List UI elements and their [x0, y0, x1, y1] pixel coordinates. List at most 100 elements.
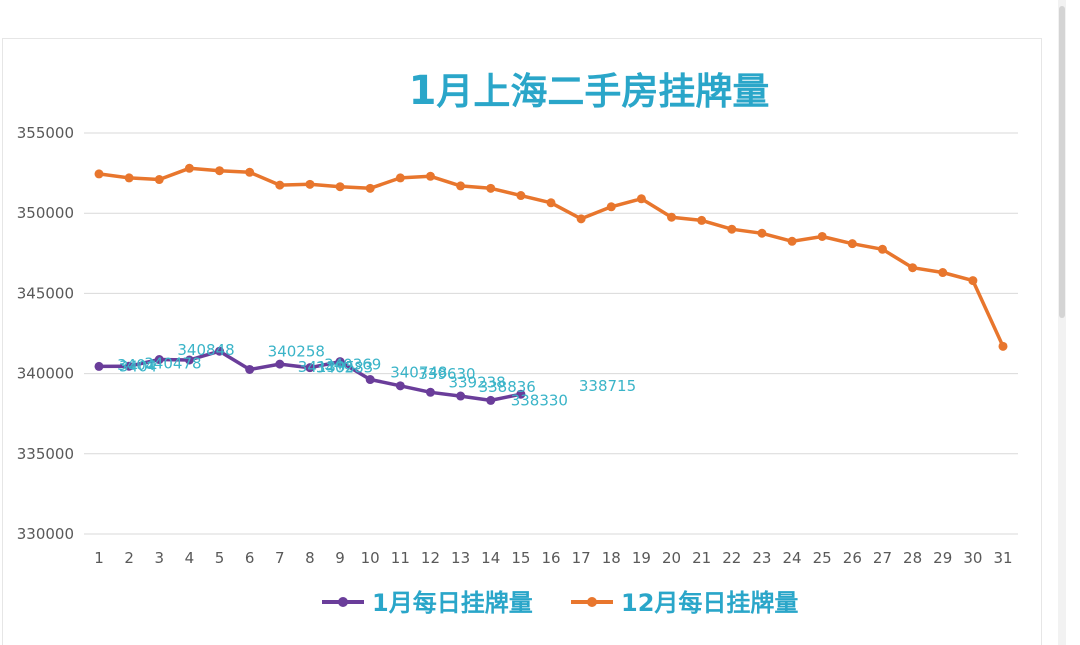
data-point: [456, 181, 466, 191]
x-tick-label: 5: [215, 549, 225, 567]
data-label: 3404: [119, 357, 157, 375]
x-tick-label: 16: [541, 549, 560, 567]
x-tick-label: 23: [752, 549, 771, 567]
data-point: [94, 361, 104, 371]
x-tick-label: 21: [692, 549, 711, 567]
x-tick-label: 6: [245, 549, 255, 567]
plot-area: [94, 163, 1008, 405]
x-tick-label: 9: [335, 549, 345, 567]
data-point: [456, 391, 466, 401]
x-tick-label: 27: [873, 549, 892, 567]
legend: 1月每日挂牌量 12月每日挂牌量: [322, 589, 798, 617]
data-point: [305, 179, 315, 189]
data-point: [245, 364, 255, 374]
data-label: 338836: [479, 378, 536, 396]
x-tick-label: 14: [481, 549, 500, 567]
data-point: [124, 361, 134, 371]
data-point: [968, 276, 978, 286]
data-point: [727, 224, 737, 234]
data-point: [275, 359, 285, 369]
data-label: 341395: [298, 358, 355, 376]
x-tick-label: 10: [361, 549, 380, 567]
x-tick-label: 18: [602, 549, 621, 567]
data-label: 340283: [316, 359, 373, 377]
data-point: [486, 183, 496, 193]
data-point: [215, 166, 225, 176]
data-point: [576, 214, 586, 224]
data-label: 340258: [268, 342, 325, 360]
x-tick-label: 13: [451, 549, 470, 567]
data-point: [817, 231, 827, 241]
x-tick-label: 4: [185, 549, 195, 567]
data-point: [486, 395, 496, 405]
data-point: [908, 263, 918, 273]
data-label: 3404: [117, 356, 155, 374]
data-point: [365, 183, 375, 193]
page-scrollbar[interactable]: [1058, 0, 1066, 645]
data-point: [787, 236, 797, 246]
data-point: [516, 389, 526, 399]
y-tick-label: 330000: [17, 525, 74, 543]
scrollbar-thumb[interactable]: [1059, 6, 1065, 318]
chart-title-text: 月上海二手房挂牌量: [436, 70, 769, 113]
legend-swatch-marker: [338, 597, 348, 607]
y-tick-label: 355000: [17, 124, 74, 142]
data-label: 339630: [418, 365, 475, 383]
y-axis: 355000 350000 345000 340000 335000 330000: [17, 124, 74, 543]
data-point: [94, 169, 104, 179]
x-tick-label: 12: [421, 549, 440, 567]
data-point: [124, 173, 134, 183]
x-tick-label: 11: [391, 549, 410, 567]
data-point: [154, 175, 164, 185]
x-tick-label: 26: [843, 549, 862, 567]
data-point: [335, 357, 345, 367]
x-tick-label: 28: [903, 549, 922, 567]
data-point: [184, 163, 194, 173]
x-tick-label: 1: [94, 549, 104, 567]
gridlines: [84, 132, 1018, 535]
data-point: [245, 167, 255, 177]
x-tick-label: 22: [722, 549, 741, 567]
y-tick-label: 340000: [17, 365, 74, 383]
chart-title: 1月上海二手房挂牌量: [409, 68, 770, 114]
x-tick-label: 19: [632, 549, 651, 567]
data-label: 340369: [324, 356, 381, 374]
data-point: [215, 346, 225, 356]
x-tick-label: 7: [275, 549, 285, 567]
chart-title-number: 1: [409, 68, 437, 114]
data-point: [184, 355, 194, 365]
data-point: [667, 212, 677, 222]
data-label: 338715: [579, 377, 636, 395]
x-tick-label: 3: [154, 549, 164, 567]
data-point: [697, 215, 707, 225]
data-point: [847, 239, 857, 249]
data-point: [154, 355, 164, 365]
data-label: 340848: [177, 341, 234, 359]
x-tick-label: 29: [933, 549, 952, 567]
data-point: [395, 173, 405, 183]
x-tick-label: 30: [963, 549, 982, 567]
legend-swatch-marker: [587, 597, 597, 607]
series-line: [98, 166, 1005, 348]
data-label: 340748: [390, 364, 447, 382]
data-label: 339238: [448, 373, 505, 391]
legend-label: 12月每日挂牌量: [621, 589, 798, 617]
data-point: [636, 194, 646, 204]
data-point: [275, 180, 285, 190]
y-tick-label: 335000: [17, 445, 74, 463]
legend-label: 1月每日挂牌量: [372, 589, 533, 617]
data-point: [335, 182, 345, 192]
x-tick-label: 25: [813, 549, 832, 567]
data-point: [998, 341, 1008, 351]
data-point: [425, 171, 435, 181]
x-tick-label: 15: [511, 549, 530, 567]
chart-card: [2, 38, 1042, 645]
x-tick-label: 31: [993, 549, 1012, 567]
x-tick-label: 24: [783, 549, 802, 567]
data-label: 338330: [511, 391, 568, 409]
data-point: [757, 228, 767, 238]
data-point: [546, 198, 556, 208]
